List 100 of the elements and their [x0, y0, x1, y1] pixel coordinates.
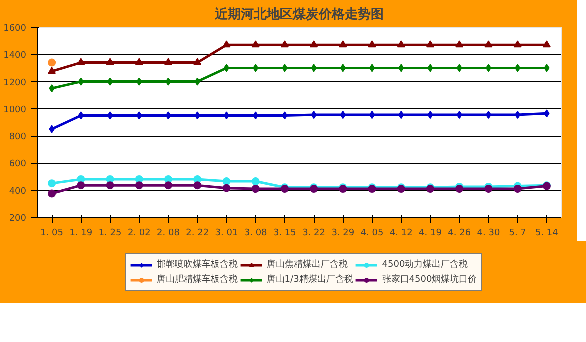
chart-title: 近期河北地区煤炭价格走势图 [214, 6, 384, 22]
point [224, 112, 230, 120]
point [77, 58, 86, 66]
legend-label: 张家口4500烟煤坑口价 [382, 274, 478, 286]
y-tick-label: 1200 [4, 78, 27, 88]
point [542, 40, 551, 48]
point [369, 111, 376, 120]
point [428, 111, 434, 120]
x-tick-label: 3. 29 [332, 228, 355, 238]
point [194, 78, 200, 86]
point [311, 111, 317, 120]
point [484, 40, 493, 48]
point [252, 40, 260, 48]
y-tick-label: 1000 [4, 105, 27, 116]
point [253, 64, 259, 72]
point [77, 182, 86, 190]
point [135, 58, 144, 66]
x-tick-label: 2. 02 [128, 228, 151, 238]
point [224, 64, 230, 72]
point [369, 64, 376, 72]
point [368, 40, 376, 48]
point [78, 112, 84, 120]
x-tick-label: 3. 22 [302, 228, 326, 238]
point [106, 58, 114, 66]
legend-label: 唐山焦精煤出厂含税 [266, 258, 348, 271]
x-tick-label: 2. 08 [157, 228, 180, 238]
point [398, 111, 404, 120]
point [107, 78, 114, 86]
point [48, 190, 56, 198]
point [194, 112, 200, 120]
point [107, 112, 114, 120]
y-tick-label: 1400 [4, 51, 27, 62]
x-tick-label: 4. 26 [448, 228, 472, 238]
point [456, 40, 464, 48]
point [282, 64, 288, 72]
point [136, 112, 142, 120]
point [48, 67, 56, 74]
point [48, 180, 56, 188]
point [164, 182, 172, 190]
point [136, 78, 142, 86]
y-tick-label: 600 [9, 160, 27, 170]
point [311, 64, 317, 72]
point [339, 40, 348, 48]
x-tick-label: 2. 22 [186, 228, 210, 238]
legend-label: 唐山1/3精煤出厂含税 [266, 274, 354, 286]
y-tick-label: 200 [9, 214, 27, 224]
point [515, 111, 521, 120]
point [484, 185, 493, 193]
point [222, 40, 231, 48]
point [222, 178, 231, 186]
x-tick-label: 4. 05 [360, 228, 384, 238]
point [252, 178, 260, 186]
point [135, 182, 144, 190]
point [310, 40, 318, 48]
point [514, 40, 522, 48]
point [280, 40, 289, 48]
point [340, 64, 346, 72]
point [194, 182, 202, 190]
point [48, 58, 56, 67]
point [106, 182, 114, 190]
point [282, 112, 288, 120]
point [164, 58, 172, 66]
x-tick-label: 5. 14 [535, 228, 559, 238]
point [456, 64, 462, 72]
point [456, 111, 462, 120]
point [166, 78, 172, 86]
point [222, 184, 231, 192]
point [78, 78, 84, 86]
point [486, 64, 492, 72]
point [166, 112, 172, 120]
point [514, 185, 522, 193]
x-tick-label: 4. 12 [390, 228, 413, 238]
x-tick-label: 4. 19 [419, 228, 442, 238]
point [426, 40, 434, 48]
x-tick-label: 3. 08 [244, 228, 268, 238]
point [194, 58, 202, 66]
x-tick-label: 5. 7 [509, 228, 526, 238]
point [340, 111, 346, 120]
point [397, 40, 406, 48]
point [515, 64, 521, 72]
point [49, 84, 55, 93]
point [49, 125, 55, 134]
point [544, 64, 550, 72]
point [486, 111, 492, 120]
x-tick-label: 3. 01 [215, 228, 238, 238]
legend-label: 唐山肥精煤车板含税 [156, 274, 238, 286]
x-tick-label: 1. 19 [70, 228, 93, 238]
point [456, 185, 464, 193]
point [253, 112, 259, 120]
point [398, 64, 404, 72]
x-tick-label: 1. 05 [40, 228, 64, 238]
point [252, 185, 260, 193]
y-tick-label: 800 [9, 132, 27, 143]
y-tick-label: 1600 [4, 24, 27, 34]
y-tick-label: 400 [9, 186, 27, 197]
x-tick-label: 1. 25 [98, 228, 122, 238]
legend-label: 邯郸喷吹煤车板含税 [156, 258, 238, 271]
x-tick-label: 3. 15 [273, 228, 296, 238]
point [428, 64, 434, 72]
x-tick-label: 4. 30 [477, 228, 500, 238]
